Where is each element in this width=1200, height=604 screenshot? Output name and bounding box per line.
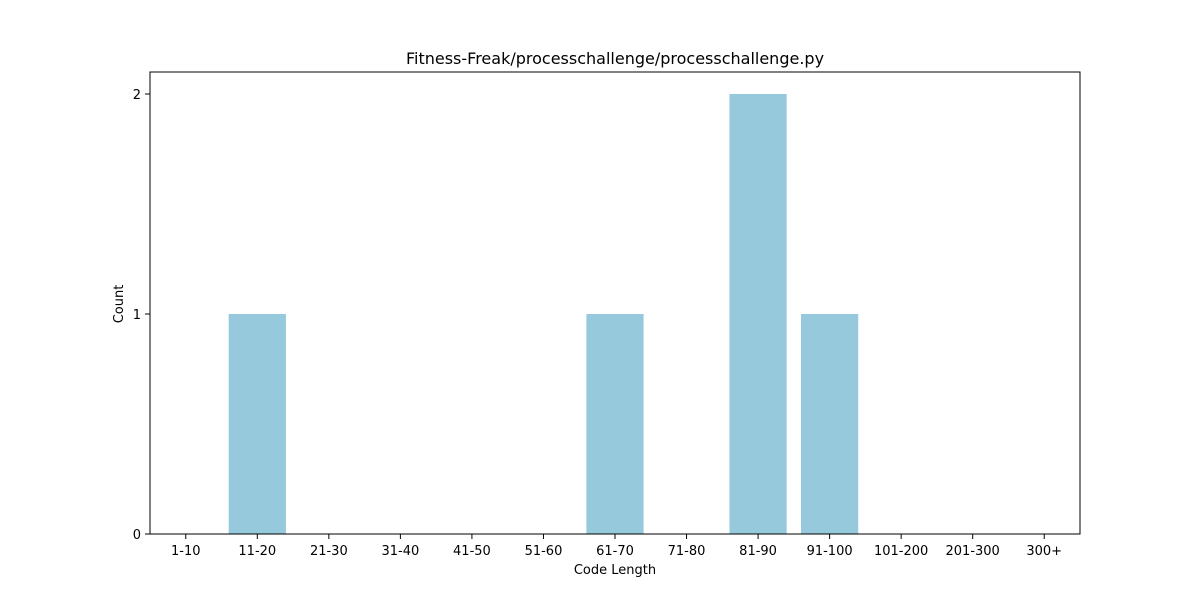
x-tick-label-51-60: 51-60 (525, 544, 563, 559)
chart-title: Fitness-Freak/processchallenge/processch… (406, 49, 824, 68)
bar-61-70 (586, 314, 643, 534)
x-tick-label-101-200: 101-200 (874, 544, 928, 559)
x-tick-label-1-10: 1-10 (171, 544, 201, 559)
x-tick-label-81-90: 81-90 (739, 544, 777, 559)
x-tick-label-71-80: 71-80 (668, 544, 706, 559)
x-tick-label-91-100: 91-100 (807, 544, 853, 559)
x-tick-label-201-300: 201-300 (946, 544, 1000, 559)
x-tick-label-11-20: 11-20 (238, 544, 276, 559)
bars-layer (229, 94, 859, 534)
x-axis-label: Code Length (574, 563, 656, 578)
y-tick-label-2: 2 (133, 88, 141, 103)
bar-81-90 (729, 94, 786, 534)
bar-91-100 (801, 314, 858, 534)
y-axis-label: Count (112, 285, 127, 324)
bar-11-20 (229, 314, 286, 534)
y-tick-label-1: 1 (133, 308, 141, 323)
x-tick-label-21-30: 21-30 (310, 544, 348, 559)
y-tick-label-0: 0 (133, 528, 141, 543)
x-tick-label-41-50: 41-50 (453, 544, 491, 559)
x-tick-label-31-40: 31-40 (381, 544, 419, 559)
x-tick-label-300+: 300+ (1026, 544, 1062, 559)
x-tick-label-61-70: 61-70 (596, 544, 634, 559)
